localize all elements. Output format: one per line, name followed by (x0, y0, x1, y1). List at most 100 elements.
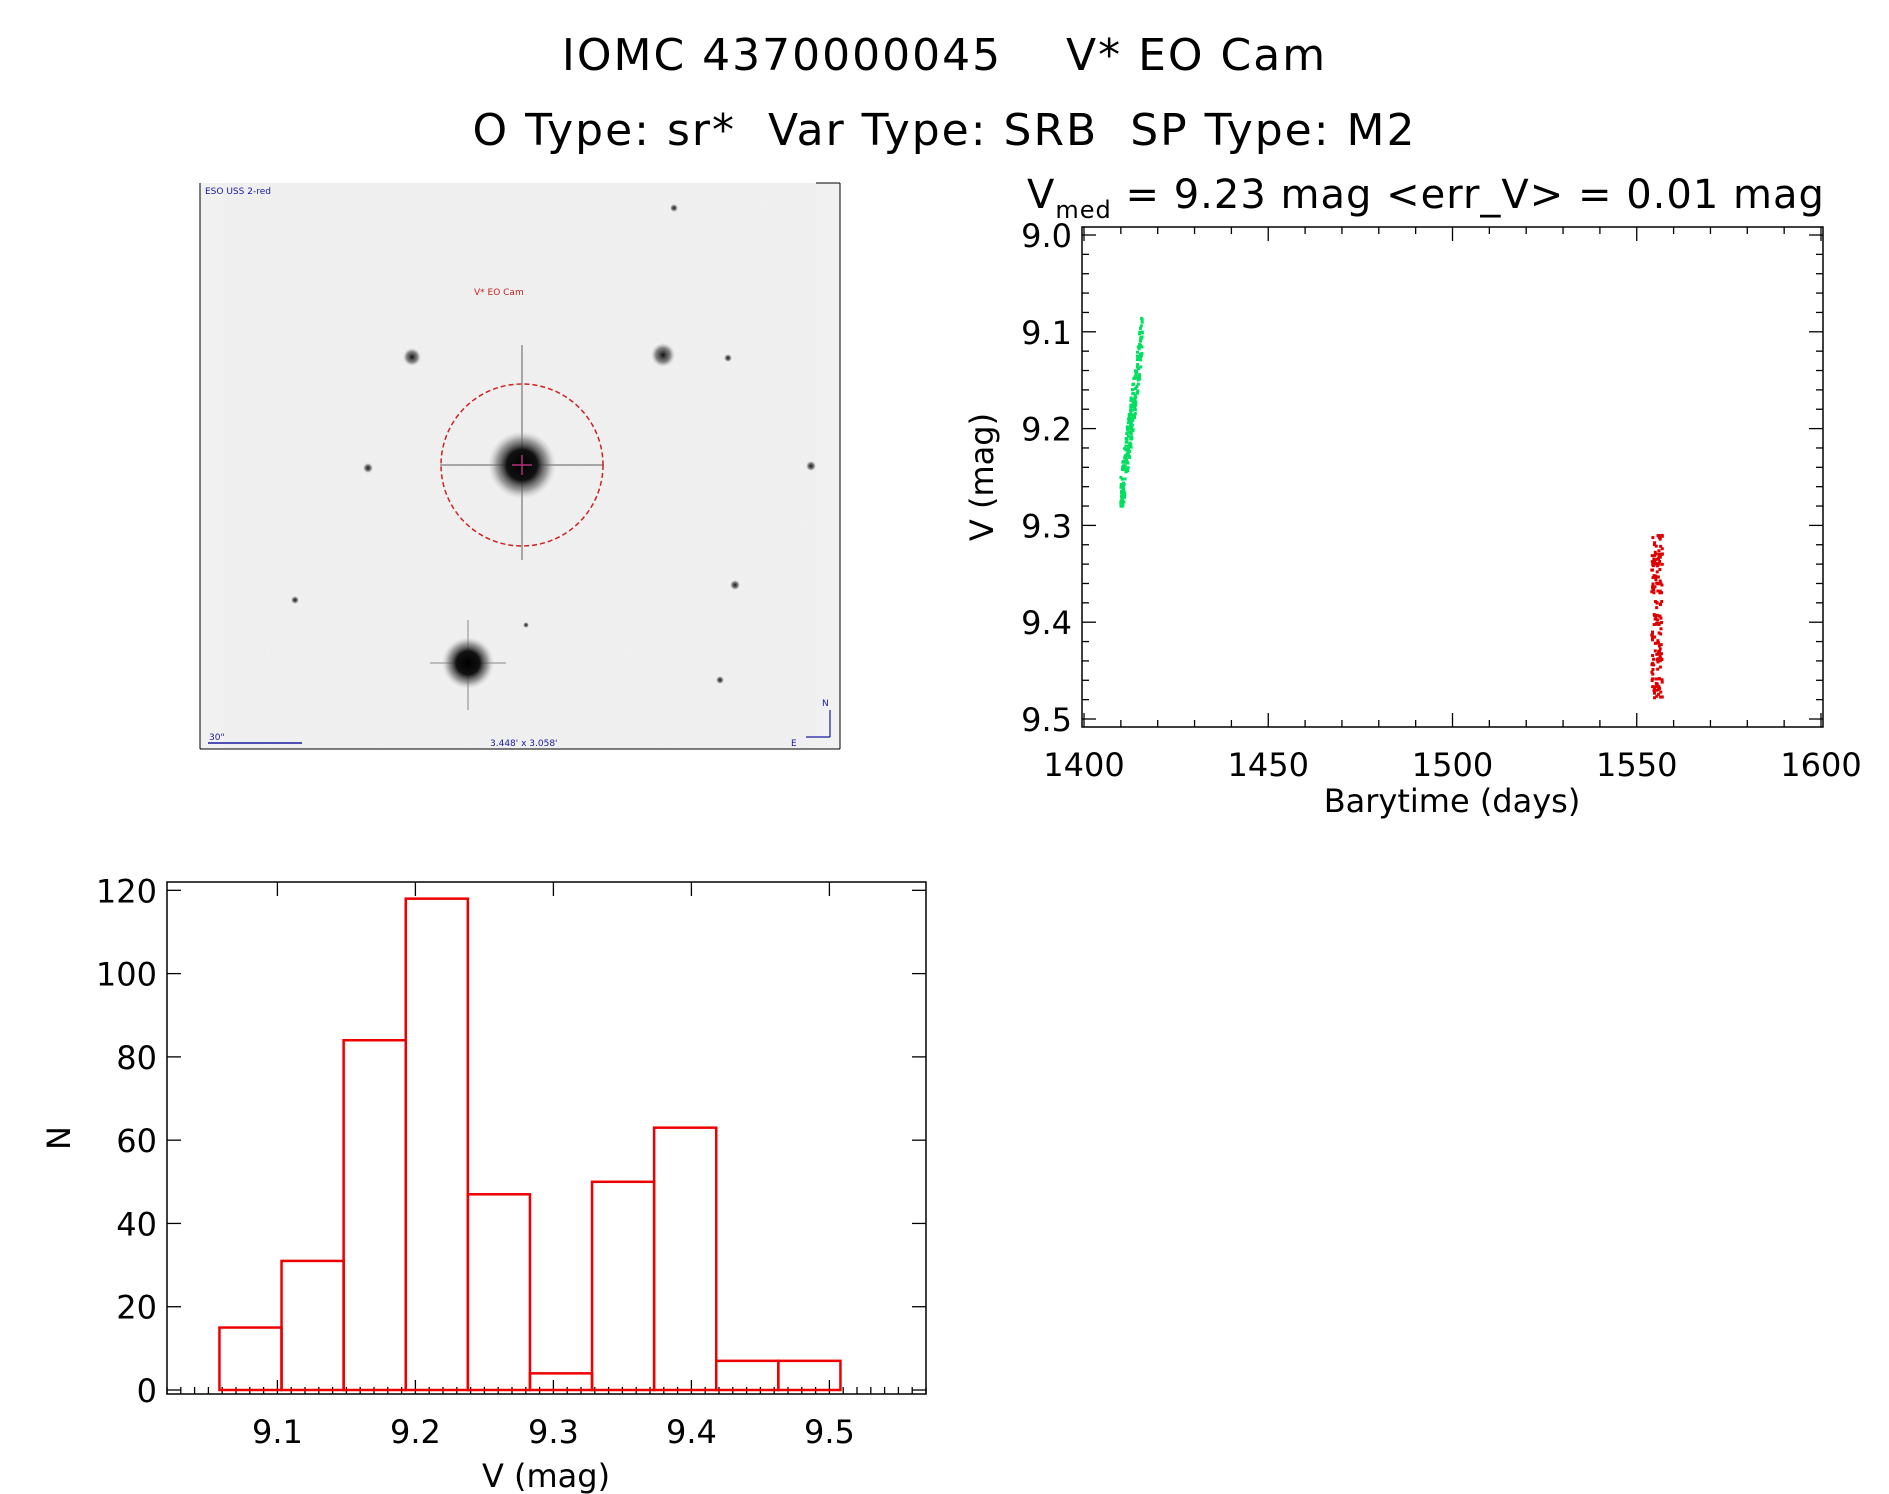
star-4 (806, 461, 816, 471)
lc-data-point (1130, 413, 1134, 417)
lc-data-point (1657, 552, 1661, 556)
lc-data-point (1659, 603, 1663, 607)
lc-data-point (1657, 631, 1661, 635)
lc-y-tick-label: 9.1 (1021, 314, 1072, 352)
lc-data-point (1122, 464, 1126, 468)
lc-data-point (1650, 568, 1654, 572)
lc-y-tick-labels: 9.0 9.1 9.2 9.3 9.4 9.5 (1021, 217, 1072, 739)
lc-data-point (1125, 440, 1129, 444)
hist-x-axis-label: V (mag) (482, 1457, 610, 1494)
lc-data-point (1121, 484, 1125, 488)
lc-y-tick-label: 9.0 (1021, 217, 1072, 255)
lc-data-point (1136, 345, 1140, 349)
lc-data-point (1133, 386, 1137, 390)
lc-data-point (1140, 351, 1144, 355)
lc-data-point (1132, 392, 1136, 396)
lc-data-point (1124, 437, 1128, 441)
lc-data-point (1659, 616, 1663, 620)
lc-data-point (1132, 401, 1136, 405)
lc-data-point (1660, 534, 1664, 538)
lc-data-point (1660, 678, 1664, 682)
lc-x-tick-label: 1400 (1043, 746, 1124, 784)
star-8 (291, 596, 299, 604)
lc-data-point (1650, 590, 1654, 594)
lc-title-sub: med (1055, 196, 1111, 224)
lc-data-point (1131, 418, 1135, 422)
lc-data-point (1129, 403, 1133, 407)
lc-data-point (1123, 464, 1127, 468)
hist-x-tick-label: 9.5 (804, 1413, 855, 1451)
lc-data-point (1123, 477, 1127, 481)
lc-data-point (1133, 412, 1137, 416)
lc-data-point (1650, 637, 1654, 641)
lc-data-point (1659, 690, 1663, 694)
lc-data-point (1652, 574, 1656, 578)
lc-data-point (1126, 431, 1130, 435)
lc-title-v: V (1027, 172, 1055, 218)
lc-data-point (1136, 378, 1140, 382)
bright-star-south (442, 637, 494, 689)
hist-x-tick-label: 9.1 (252, 1413, 303, 1451)
lc-data-point (1129, 437, 1133, 441)
lc-data-point (1123, 460, 1127, 464)
lc-data-point (1138, 326, 1142, 330)
lc-data-point (1139, 354, 1143, 358)
lc-data-point (1123, 491, 1127, 495)
lc-data-point (1129, 411, 1133, 415)
lc-data-point (1660, 695, 1664, 699)
lc-data-point (1127, 454, 1131, 458)
lc-data-point (1652, 657, 1656, 661)
lc-data-point (1139, 324, 1143, 328)
lc-data-point (1655, 570, 1659, 574)
lc-data-point (1123, 495, 1127, 499)
lc-data-point (1138, 343, 1142, 347)
hist-x-tick-labels: 9.1 9.2 9.3 9.4 9.5 (252, 1413, 855, 1451)
lc-data-point (1120, 477, 1124, 481)
lc-data-point (1657, 677, 1661, 681)
lc-data-point (1131, 408, 1135, 412)
target-circle-marker (440, 383, 604, 547)
lc-title: Vmed = 9.23 mag <err_V> = 0.01 mag (1027, 172, 1825, 224)
lc-data-point (1138, 330, 1142, 334)
lc-data-point (1651, 685, 1655, 689)
lc-data-point (1128, 449, 1132, 453)
lc-data-point (1123, 456, 1127, 460)
lc-data-point (1653, 541, 1657, 545)
lc-data-point (1650, 679, 1654, 683)
lc-data-point (1655, 581, 1659, 585)
lc-data-point (1132, 376, 1136, 380)
lc-data-point (1119, 500, 1123, 504)
lc-data-point (1139, 339, 1143, 343)
lc-data-point (1660, 547, 1664, 551)
lc-data-point (1140, 320, 1144, 324)
lc-y-tick-label: 9.3 (1021, 507, 1072, 545)
lc-data-point (1660, 680, 1664, 684)
lc-data-point (1131, 429, 1135, 433)
lc-data-point (1121, 488, 1125, 492)
lc-data-point (1119, 494, 1123, 498)
lc-data-point (1659, 544, 1663, 548)
lc-data-point (1119, 491, 1123, 495)
lc-data-point (1652, 613, 1656, 617)
star-10 (523, 622, 529, 628)
lc-data-point (1137, 373, 1141, 377)
lc-data-point (1650, 560, 1654, 564)
lc-data-point (1136, 350, 1140, 354)
lc-data-point (1652, 591, 1656, 595)
lc-data-point (1660, 658, 1664, 662)
lc-data-point (1652, 623, 1656, 627)
hist-x-tick-label: 9.2 (390, 1413, 441, 1451)
lc-data-point (1127, 447, 1131, 451)
lc-data-point (1126, 450, 1130, 454)
lc-data-point (1129, 445, 1133, 449)
lc-data-point (1651, 667, 1655, 671)
scale-bar-label: 30" (209, 733, 225, 743)
lc-data-point (1651, 672, 1655, 676)
lc-data-point (1651, 661, 1655, 665)
lc-data-point (1133, 393, 1137, 397)
lc-data-point (1652, 543, 1656, 547)
lc-data-point (1137, 367, 1141, 371)
lc-data-point (1656, 618, 1660, 622)
